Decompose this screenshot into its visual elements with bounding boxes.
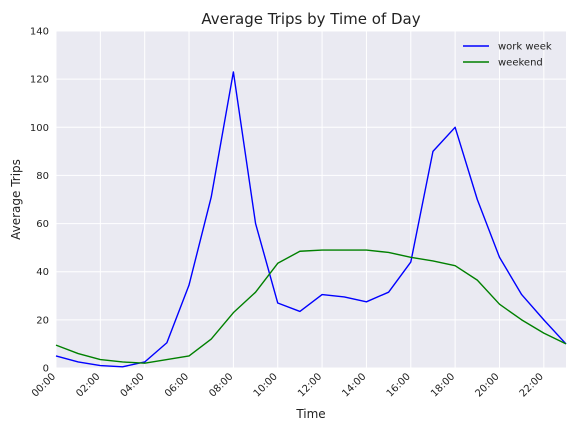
x-tick-label: 12:00 xyxy=(296,371,324,399)
x-tick-label: 22:00 xyxy=(518,371,546,399)
x-tick-label: 02:00 xyxy=(74,371,102,399)
x-tick-label: 16:00 xyxy=(385,371,413,399)
y-tick-label: 40 xyxy=(36,267,49,278)
legend: work week weekend xyxy=(463,42,552,69)
x-tick-label: 18:00 xyxy=(429,371,457,399)
y-tick-label: 20 xyxy=(36,315,49,326)
x-tick-label: 08:00 xyxy=(207,371,235,399)
x-axis-title: Time xyxy=(295,407,325,421)
chart-title: Average Trips by Time of Day xyxy=(201,10,420,28)
x-tick-label: 14:00 xyxy=(340,371,368,399)
grid xyxy=(55,30,566,369)
plot-area xyxy=(56,31,566,368)
y-axis-ticks: 0 20 40 60 80 100 120 140 xyxy=(30,27,49,375)
x-axis-ticks: 00:00 02:00 04:00 06:00 08:00 10:00 12:00 14:00… xyxy=(30,371,546,399)
legend-label: work week xyxy=(498,42,552,53)
y-tick-label: 0 xyxy=(43,364,49,375)
x-tick-label: 10:00 xyxy=(252,371,280,399)
y-tick-label: 80 xyxy=(36,171,49,182)
y-tick-label: 120 xyxy=(30,75,49,86)
y-tick-label: 60 xyxy=(36,219,49,230)
series-layer xyxy=(55,71,567,368)
x-tick-label: 00:00 xyxy=(30,371,58,399)
y-axis-title: Average Trips xyxy=(9,159,23,240)
y-tick-label: 140 xyxy=(30,27,49,38)
series-line-weekend xyxy=(55,249,567,364)
x-tick-label: 20:00 xyxy=(473,371,501,399)
x-tick-label: 04:00 xyxy=(119,371,147,399)
y-tick-label: 100 xyxy=(30,123,49,134)
x-tick-label: 06:00 xyxy=(163,371,191,399)
legend-label: weekend xyxy=(498,58,543,69)
